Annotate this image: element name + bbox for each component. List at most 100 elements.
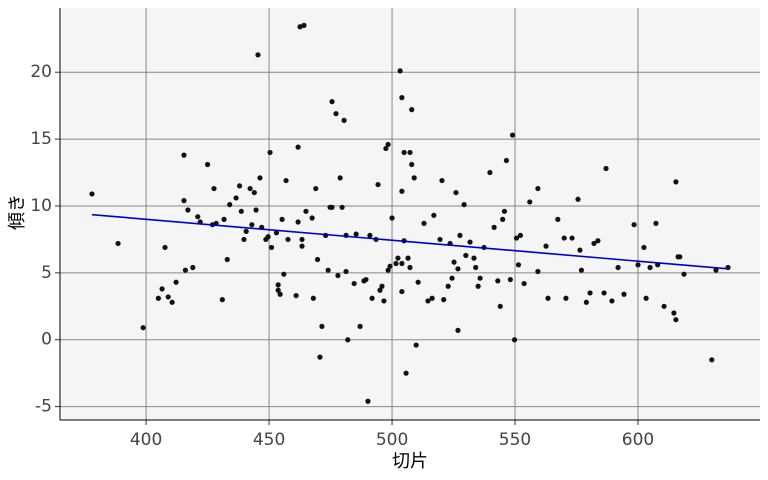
point <box>603 165 609 172</box>
x-tick-label: 400 <box>130 430 162 450</box>
point <box>159 286 165 292</box>
point <box>403 370 409 376</box>
point <box>329 204 335 210</box>
point <box>577 247 583 253</box>
point <box>635 262 641 268</box>
point <box>397 68 403 74</box>
point <box>467 239 473 245</box>
point <box>249 222 255 228</box>
point <box>375 181 381 188</box>
point <box>299 236 305 243</box>
point <box>343 268 349 275</box>
x-axis-title: 切片 <box>392 451 428 472</box>
point <box>575 196 581 202</box>
point <box>325 267 331 273</box>
point <box>389 215 395 221</box>
point <box>709 357 715 363</box>
x-tick-label: 500 <box>376 430 408 450</box>
point <box>515 262 522 268</box>
point <box>477 275 483 281</box>
fit-line <box>91 213 729 270</box>
point <box>407 149 413 156</box>
point <box>236 183 243 189</box>
point <box>335 272 341 279</box>
point <box>399 188 405 194</box>
point <box>411 175 417 181</box>
point <box>643 295 649 301</box>
point <box>401 149 407 156</box>
point <box>333 111 339 117</box>
point <box>313 185 319 192</box>
point <box>169 299 175 305</box>
point <box>219 297 225 303</box>
point <box>247 185 253 192</box>
point <box>383 145 389 152</box>
point <box>275 282 281 288</box>
point <box>377 287 383 293</box>
point <box>449 275 455 281</box>
point <box>319 323 325 329</box>
point <box>365 398 371 404</box>
y-tick-label: 20 <box>30 62 52 82</box>
point <box>561 235 567 241</box>
point <box>268 244 275 251</box>
point <box>273 230 280 236</box>
y-tick-label: 5 <box>41 263 52 283</box>
point <box>277 291 283 297</box>
point <box>255 52 261 58</box>
point <box>299 243 305 249</box>
point <box>351 280 357 287</box>
point <box>399 288 405 295</box>
point <box>257 175 263 181</box>
point <box>631 222 637 228</box>
point <box>563 295 569 301</box>
point <box>385 141 391 148</box>
point <box>405 255 411 261</box>
point <box>595 238 601 244</box>
plot-panel <box>60 8 760 420</box>
point <box>267 149 273 156</box>
point <box>545 295 551 301</box>
point <box>511 337 518 343</box>
point <box>281 271 287 277</box>
point <box>713 267 719 273</box>
point <box>227 202 233 208</box>
point <box>337 175 343 181</box>
point <box>314 256 321 263</box>
point <box>204 161 211 168</box>
x-tick-label: 600 <box>622 430 654 450</box>
point <box>569 235 575 241</box>
y-tick-label: 15 <box>30 129 52 149</box>
point <box>457 232 463 239</box>
point <box>283 177 289 184</box>
point <box>578 267 585 273</box>
point <box>399 260 405 267</box>
point <box>491 224 497 230</box>
point <box>461 202 467 208</box>
point <box>224 256 230 263</box>
point <box>265 234 271 240</box>
point <box>673 317 679 323</box>
point <box>185 207 191 213</box>
point <box>555 216 561 222</box>
point <box>295 144 301 150</box>
point <box>681 271 687 277</box>
point <box>140 325 146 331</box>
point <box>497 303 503 309</box>
point <box>233 195 239 201</box>
point <box>379 283 385 289</box>
point <box>295 219 301 225</box>
point <box>591 240 597 247</box>
x-tick-label: 450 <box>253 430 285 450</box>
point <box>181 152 187 158</box>
point <box>495 278 501 284</box>
point <box>363 276 369 283</box>
point <box>543 243 549 249</box>
point <box>473 264 479 271</box>
point <box>387 263 393 269</box>
point <box>521 280 527 287</box>
point <box>455 266 461 272</box>
point <box>251 189 257 196</box>
point <box>415 279 421 285</box>
x-tick-label: 550 <box>499 430 531 450</box>
